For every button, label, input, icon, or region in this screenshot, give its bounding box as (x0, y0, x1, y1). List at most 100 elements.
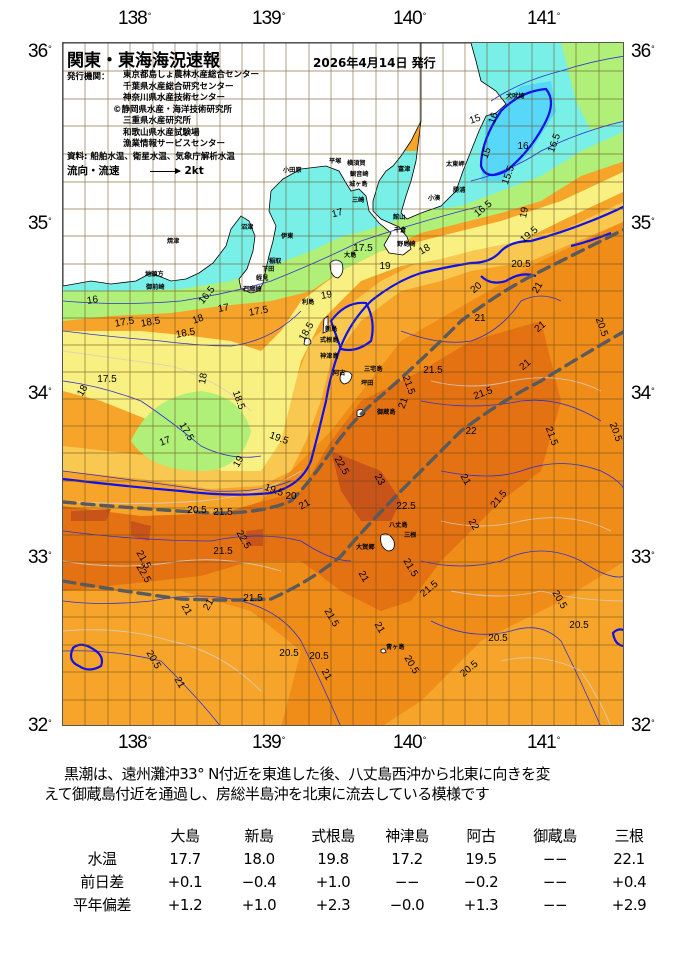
table-cell: 19.8 (317, 849, 349, 868)
isotherm-label: 21 (172, 675, 187, 691)
isotherm-label: 21 (179, 602, 194, 618)
table-cell: 19.5 (465, 849, 497, 868)
lat-label-33-right: 33° (631, 547, 655, 568)
table-cell: +2.3 (315, 895, 351, 914)
place-name: 沼津 (241, 223, 254, 231)
isotherm-label: 21 (319, 667, 334, 683)
issuer-label: 発行機関： (67, 72, 110, 82)
place-name: 野島崎 (397, 240, 416, 248)
place-name: 利島 (301, 298, 314, 306)
flow-legend: 流向・流速 2kt (67, 163, 204, 178)
place-name: 蛭見 (256, 274, 269, 282)
table-cell: +1.0 (315, 872, 351, 891)
place-name: 太東岬 (446, 160, 465, 168)
land-honshu-west (63, 43, 442, 294)
place-name: 伊東 (280, 232, 294, 240)
place-name: 稲取 (269, 257, 282, 265)
land-boso (400, 43, 507, 220)
issuer-item: 漁業情報サービスセンター (123, 139, 226, 149)
lon-label-139-bottom: 139° (252, 732, 285, 753)
kuroshio-axis-lines (63, 228, 623, 602)
table-cell: −0.2 (463, 872, 499, 891)
lon-label-141-top: 141° (527, 8, 560, 29)
lon-label-139-top: 139° (252, 8, 285, 29)
isotherm-label: 21 (372, 620, 387, 636)
lat-label-35-left: 35° (28, 213, 52, 234)
isotherm-label: 22 (465, 426, 477, 437)
lon-label-141-bottom: 141° (527, 732, 560, 753)
place-name: 小田原 (282, 166, 302, 174)
column-header: 式根島 (311, 827, 355, 845)
isotherm-label: 21 (356, 569, 371, 585)
place-name: 大島 (344, 251, 356, 259)
place-name: 三崎 (352, 196, 365, 204)
place-name: 平塚 (329, 157, 342, 165)
place-name: 坪田 (361, 379, 373, 387)
data-source: 資料: 船舶水温、衛星水温、気象庁解析水温 (67, 152, 235, 162)
issuer-item: 三重県水産研究所 (123, 116, 192, 126)
isotherm-label: 21 (474, 313, 486, 324)
land-aogashima (380, 648, 387, 654)
place-name: 犬吠埼 (506, 92, 525, 100)
grid (63, 43, 623, 725)
isotherm-label: 17.5 (114, 315, 136, 329)
table-row: 前日差 +0.1 −0.4 +1.0 −− −0.2 −− +0.4 (56, 870, 666, 893)
lon-label-138-top: 138° (118, 8, 151, 29)
isotherm-label: 21 (458, 472, 473, 488)
place-name: 小湊 (427, 194, 441, 202)
flow-arrow-icon (149, 167, 181, 174)
column-header: 御蔵島 (533, 827, 577, 845)
lat-label-33-left: 33° (28, 547, 52, 568)
column-header: 新島 (244, 827, 274, 845)
table-cell: +1.2 (167, 895, 203, 914)
isotherm-label: 17 (331, 207, 345, 221)
lat-label-34-left: 34° (28, 383, 52, 404)
place-name: 石廊崎 (242, 285, 262, 293)
place-name: 阿古 (333, 369, 346, 377)
place-name: 焼津 (167, 237, 180, 245)
place-name: 大賀郷 (356, 543, 375, 551)
place-name: 地頭方 (145, 270, 164, 278)
place-name: 勝浦 (453, 186, 466, 194)
row-header: 平年偏差 (72, 896, 132, 914)
isotherm-label: 21 (297, 497, 313, 512)
table-cell: −0.0 (389, 895, 425, 914)
summary-line-2: えて御蔵島付近を通過し、房総半島沖を北東に流去している模様です (44, 785, 490, 803)
place-name: 千倉 (394, 226, 407, 234)
lon-label-140-top: 140° (393, 8, 426, 29)
isotherm-label: 19 (518, 206, 531, 219)
table-cell: 22.1 (613, 849, 645, 868)
issuer-item: 和歌山県水産試験場 (123, 127, 200, 138)
isotherm-label: 20 (285, 491, 297, 502)
issuer-item: 千葉県水産総合研究センター (123, 81, 234, 92)
lat-label-34-right: 34° (631, 383, 655, 404)
lat-label-35-right: 35° (631, 213, 655, 234)
isotherm-label: 20.5 (569, 620, 589, 631)
isotherm-label: 18 (417, 242, 433, 257)
isotherm-label: 18.5 (140, 315, 162, 329)
isotherm-label: 18 (75, 383, 90, 399)
place-name: 三根 (404, 531, 417, 539)
isotherm-label: 17.5 (248, 304, 270, 318)
table-cell: +1.0 (241, 895, 277, 914)
kuroshio-summary: 黒潮は、遠州灘沖33° N付近を東進した後、八丈島西沖から北東に向きを変 えて御… (44, 764, 674, 804)
place-name: 御前崎 (145, 283, 165, 291)
isotherm-label: 20.5 (187, 505, 207, 516)
isotherm-label: 21.5 (213, 546, 233, 557)
table-row: 水温 17.7 18.0 19.8 17.2 19.5 −− 22.1 (56, 847, 666, 870)
table-cell: 17.2 (391, 849, 423, 868)
observation-table: 大島 新島 式根島 神津島 阿古 御蔵島 三根 水温 17.7 18.0 19.… (56, 824, 666, 916)
issue-date: 2026年4月14日 発行 (313, 56, 436, 70)
place-name: 館山 (392, 213, 405, 221)
isotherm-label: 20.5 (511, 259, 531, 270)
band-17-east (561, 43, 623, 131)
isotherm-label: 15 (468, 112, 483, 126)
place-name: 青ヶ島 (386, 643, 405, 651)
isotherm-label: 21.5 (243, 593, 263, 604)
kuroshio-southern-edge (63, 330, 623, 602)
isotherm-label: 19 (320, 289, 333, 302)
isotherm-label: 20.5 (309, 651, 329, 662)
lat-label-36-right: 36° (631, 41, 655, 62)
